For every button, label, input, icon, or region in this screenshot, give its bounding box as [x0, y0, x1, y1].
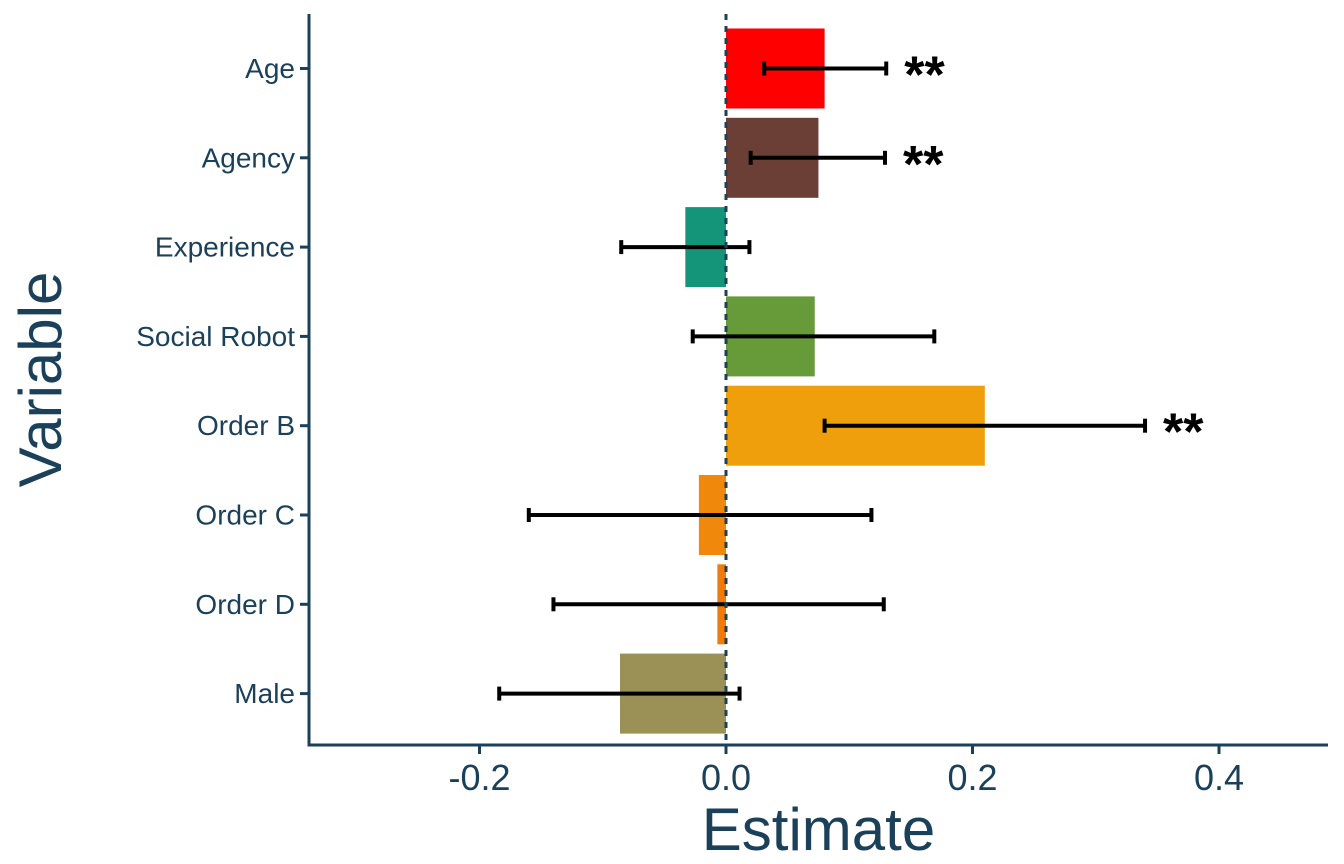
bars: [620, 28, 985, 734]
x-tick-label: -0.2: [448, 757, 510, 798]
y-tick-label: Social Robot: [136, 321, 295, 352]
error-bars: [497, 61, 1148, 701]
x-axis-title: Estimate: [702, 796, 935, 863]
error-bar: [690, 329, 937, 344]
y-tick-label: Experience: [155, 232, 295, 263]
error-bar: [526, 508, 874, 522]
y-tick-label: Male: [234, 678, 295, 709]
x-tick-label: 0.0: [701, 757, 751, 798]
x-tick-label: 0.4: [1194, 757, 1244, 798]
axes: [300, 14, 1328, 754]
y-tick-label: Order D: [195, 589, 295, 620]
y-axis-title: Variable: [7, 272, 74, 488]
error-bar: [497, 686, 742, 701]
error-bar: [748, 150, 887, 165]
significance-marker: **: [1163, 404, 1204, 462]
error-bar: [762, 61, 889, 76]
y-tick-label: Agency: [202, 142, 295, 173]
error-bar: [551, 597, 886, 612]
labels: Age Agency Experience Social Robot Order B Or…: [136, 47, 1244, 799]
y-tick-label: Age: [245, 53, 295, 84]
x-tick-label: 0.2: [947, 757, 997, 798]
y-tick-label: Order B: [197, 410, 295, 441]
significance-marker: **: [904, 47, 945, 105]
significance-marker: **: [903, 136, 944, 194]
error-bar: [619, 240, 752, 255]
y-tick-label: Order C: [195, 500, 295, 531]
error-bar: [822, 418, 1148, 433]
